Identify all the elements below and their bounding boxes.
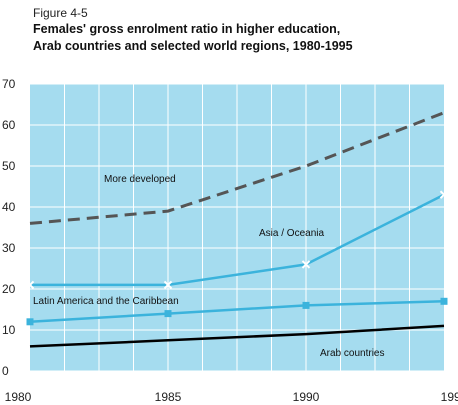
- y-tick-label: 70: [2, 77, 16, 91]
- series-2-point-2: [302, 301, 310, 309]
- series-1-point-3: [439, 190, 449, 199]
- series-line-3: [29, 324, 445, 348]
- y-tick-label: 30: [2, 241, 16, 255]
- series-2-point-0: [26, 318, 34, 326]
- x-tick-label: 1995: [441, 390, 458, 404]
- x-tick-label: 1985: [155, 390, 182, 404]
- chart-title: Females' gross enrolment ratio in higher…: [33, 21, 453, 55]
- series-1-point-1: [163, 280, 173, 290]
- figure-label: Figure 4-5: [33, 6, 88, 20]
- series-2-point-3: [440, 297, 448, 305]
- y-tick-label: 10: [2, 323, 16, 337]
- series-line-1: [30, 193, 445, 287]
- series-label-0: More developed: [104, 174, 176, 185]
- y-tick-label: 60: [2, 118, 16, 132]
- series-line-2: [29, 300, 445, 324]
- y-tick-label: 50: [2, 159, 16, 173]
- series-1-point-2: [301, 260, 311, 269]
- y-tick-label: 0: [2, 364, 9, 378]
- chart-title-line2: Arab countries and selected world region…: [33, 39, 353, 53]
- y-tick-label: 20: [2, 282, 16, 296]
- chart-title-line1: Females' gross enrolment ratio in higher…: [33, 22, 341, 36]
- series-2-point-1: [164, 310, 172, 318]
- series-1-point-0: [25, 280, 35, 290]
- series-label-2: Latin America and the Caribbean: [33, 296, 179, 307]
- series-label-1: Asia / Oceania: [259, 228, 324, 239]
- series-line-0: [29, 111, 445, 225]
- series-label-3: Arab countries: [320, 348, 384, 359]
- y-tick-label: 40: [2, 200, 16, 214]
- x-tick-label: 1990: [293, 390, 320, 404]
- x-tick-label: 1980: [5, 390, 32, 404]
